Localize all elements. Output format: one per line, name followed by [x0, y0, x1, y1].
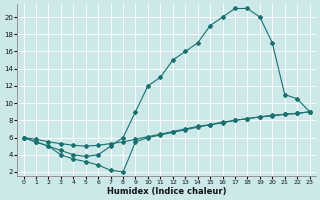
X-axis label: Humidex (Indice chaleur): Humidex (Indice chaleur)	[107, 187, 226, 196]
